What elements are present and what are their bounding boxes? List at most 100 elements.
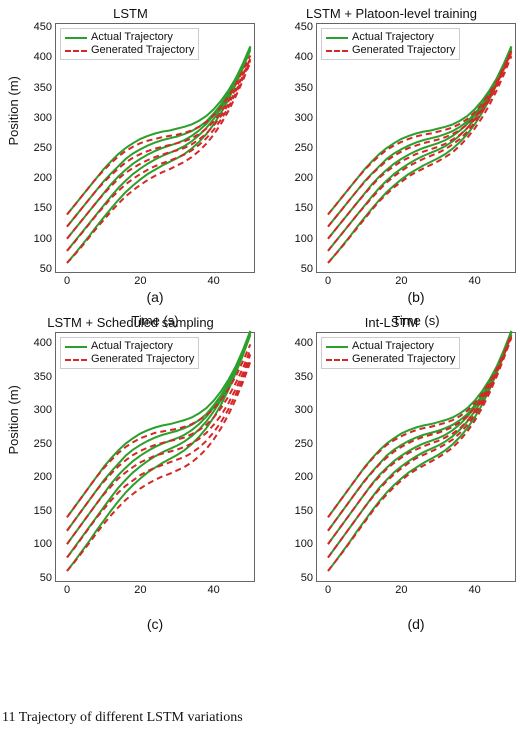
y-tick-label: 200 [295, 471, 317, 483]
x-tick-label: 0 [64, 581, 70, 596]
chart-panel: Int-LSTM5010015020025030035040002040Actu… [261, 313, 522, 640]
y-tick-label: 50 [301, 263, 317, 275]
y-tick-label: 350 [34, 82, 56, 94]
legend-label: Actual Trajectory [352, 31, 434, 44]
x-tick-label: 0 [325, 272, 331, 287]
y-tick-label: 300 [34, 404, 56, 416]
actual-trajectory-line [328, 46, 511, 214]
chart-panel: LSTM + Scheduled sampling501001502002503… [0, 313, 261, 640]
legend-swatch-generated [326, 50, 348, 52]
y-tick-label: 350 [295, 371, 317, 383]
legend: Actual TrajectoryGenerated Trajectory [60, 28, 199, 60]
legend-swatch-generated [326, 359, 348, 361]
legend-swatch-generated [65, 359, 87, 361]
generated-trajectory-line [67, 58, 250, 226]
legend-swatch-generated [65, 50, 87, 52]
legend-swatch-actual [326, 346, 348, 348]
plot-area: 5010015020025030035040045002040Actual Tr… [316, 23, 516, 273]
x-tick-label: 40 [469, 272, 481, 287]
x-tick-label: 0 [64, 272, 70, 287]
y-tick-label: 100 [295, 233, 317, 245]
x-tick-label: 20 [134, 581, 146, 596]
generated-trajectory-line [328, 53, 511, 251]
generated-trajectory-line [328, 52, 511, 227]
legend-item: Generated Trajectory [326, 353, 455, 366]
legend-item: Actual Trajectory [65, 31, 194, 44]
x-tick-label: 0 [325, 581, 331, 596]
x-axis-label: Time (s) [131, 313, 178, 328]
y-tick-label: 250 [295, 142, 317, 154]
x-axis-label: Time (s) [392, 313, 439, 328]
legend-label: Generated Trajectory [91, 353, 194, 366]
y-tick-label: 250 [295, 438, 317, 450]
panel-sub-label: (c) [55, 616, 255, 640]
y-tick-label: 400 [34, 337, 56, 349]
y-tick-label: 50 [301, 572, 317, 584]
legend-swatch-actual [65, 346, 87, 348]
x-tick-label: 20 [395, 581, 407, 596]
legend: Actual TrajectoryGenerated Trajectory [60, 337, 199, 369]
legend-label: Generated Trajectory [91, 44, 194, 57]
y-tick-label: 350 [295, 82, 317, 94]
y-tick-label: 100 [34, 538, 56, 550]
y-tick-label: 150 [34, 505, 56, 517]
generated-trajectory-line [67, 55, 250, 214]
y-tick-label: 200 [34, 172, 56, 184]
y-tick-label: 150 [34, 202, 56, 214]
y-tick-label: 200 [34, 471, 56, 483]
legend-item: Generated Trajectory [65, 353, 194, 366]
y-tick-label: 450 [34, 21, 56, 33]
y-tick-label: 50 [40, 572, 56, 584]
x-tick-label: 40 [208, 272, 220, 287]
x-tick-label: 20 [134, 272, 146, 287]
legend: Actual TrajectoryGenerated Trajectory [321, 28, 460, 60]
legend-item: Actual Trajectory [326, 340, 455, 353]
panel-sub-label: (a) [55, 289, 255, 313]
chart-grid: LSTM5010015020025030035040045002040Actua… [0, 0, 522, 640]
y-tick-label: 150 [295, 505, 317, 517]
legend-label: Actual Trajectory [91, 31, 173, 44]
plot-svg [56, 24, 254, 272]
actual-trajectory-line [328, 47, 511, 227]
generated-trajectory-line [328, 56, 511, 263]
plot-area: 5010015020025030035040002040Actual Traje… [316, 332, 516, 582]
panel-sub-label: (d) [316, 616, 516, 640]
plot-area: 5010015020025030035040045002040Actual Tr… [55, 23, 255, 273]
x-tick-label: 20 [395, 272, 407, 287]
actual-trajectory-line [67, 46, 250, 214]
figure-caption: 11 Trajectory of different LSTM variatio… [0, 710, 243, 726]
panel-sub-label: (b) [316, 289, 516, 313]
y-tick-label: 100 [295, 538, 317, 550]
y-tick-label: 150 [295, 202, 317, 214]
y-tick-label: 250 [34, 438, 56, 450]
generated-trajectory-line [67, 350, 250, 531]
y-tick-label: 50 [40, 263, 56, 275]
plot-area: 5010015020025030035040002040Actual Traje… [55, 332, 255, 582]
y-axis-label: Position (m) [6, 385, 21, 454]
legend-item: Generated Trajectory [326, 44, 455, 57]
legend-item: Generated Trajectory [65, 44, 194, 57]
chart-panel: LSTM + Platoon-level training50100150200… [261, 4, 522, 313]
y-axis-label: Position (m) [6, 76, 21, 145]
legend-label: Generated Trajectory [352, 44, 455, 57]
legend-label: Actual Trajectory [352, 340, 434, 353]
actual-trajectory-line [67, 46, 250, 238]
y-tick-label: 250 [34, 142, 56, 154]
y-tick-label: 400 [295, 337, 317, 349]
plot-svg [317, 24, 515, 272]
legend-label: Generated Trajectory [352, 353, 455, 366]
y-tick-label: 350 [34, 371, 56, 383]
y-tick-label: 300 [34, 112, 56, 124]
y-tick-label: 300 [295, 112, 317, 124]
y-tick-label: 300 [295, 404, 317, 416]
y-tick-label: 200 [295, 172, 317, 184]
page-root: LSTM5010015020025030035040045002040Actua… [0, 0, 522, 732]
legend: Actual TrajectoryGenerated Trajectory [321, 337, 460, 369]
actual-trajectory-line [67, 47, 250, 227]
plot-svg [317, 333, 515, 581]
generated-trajectory-line [67, 354, 250, 544]
y-tick-label: 100 [34, 233, 56, 245]
chart-panel: LSTM5010015020025030035040045002040Actua… [0, 4, 261, 313]
plot-svg [56, 333, 254, 581]
y-tick-label: 450 [295, 21, 317, 33]
